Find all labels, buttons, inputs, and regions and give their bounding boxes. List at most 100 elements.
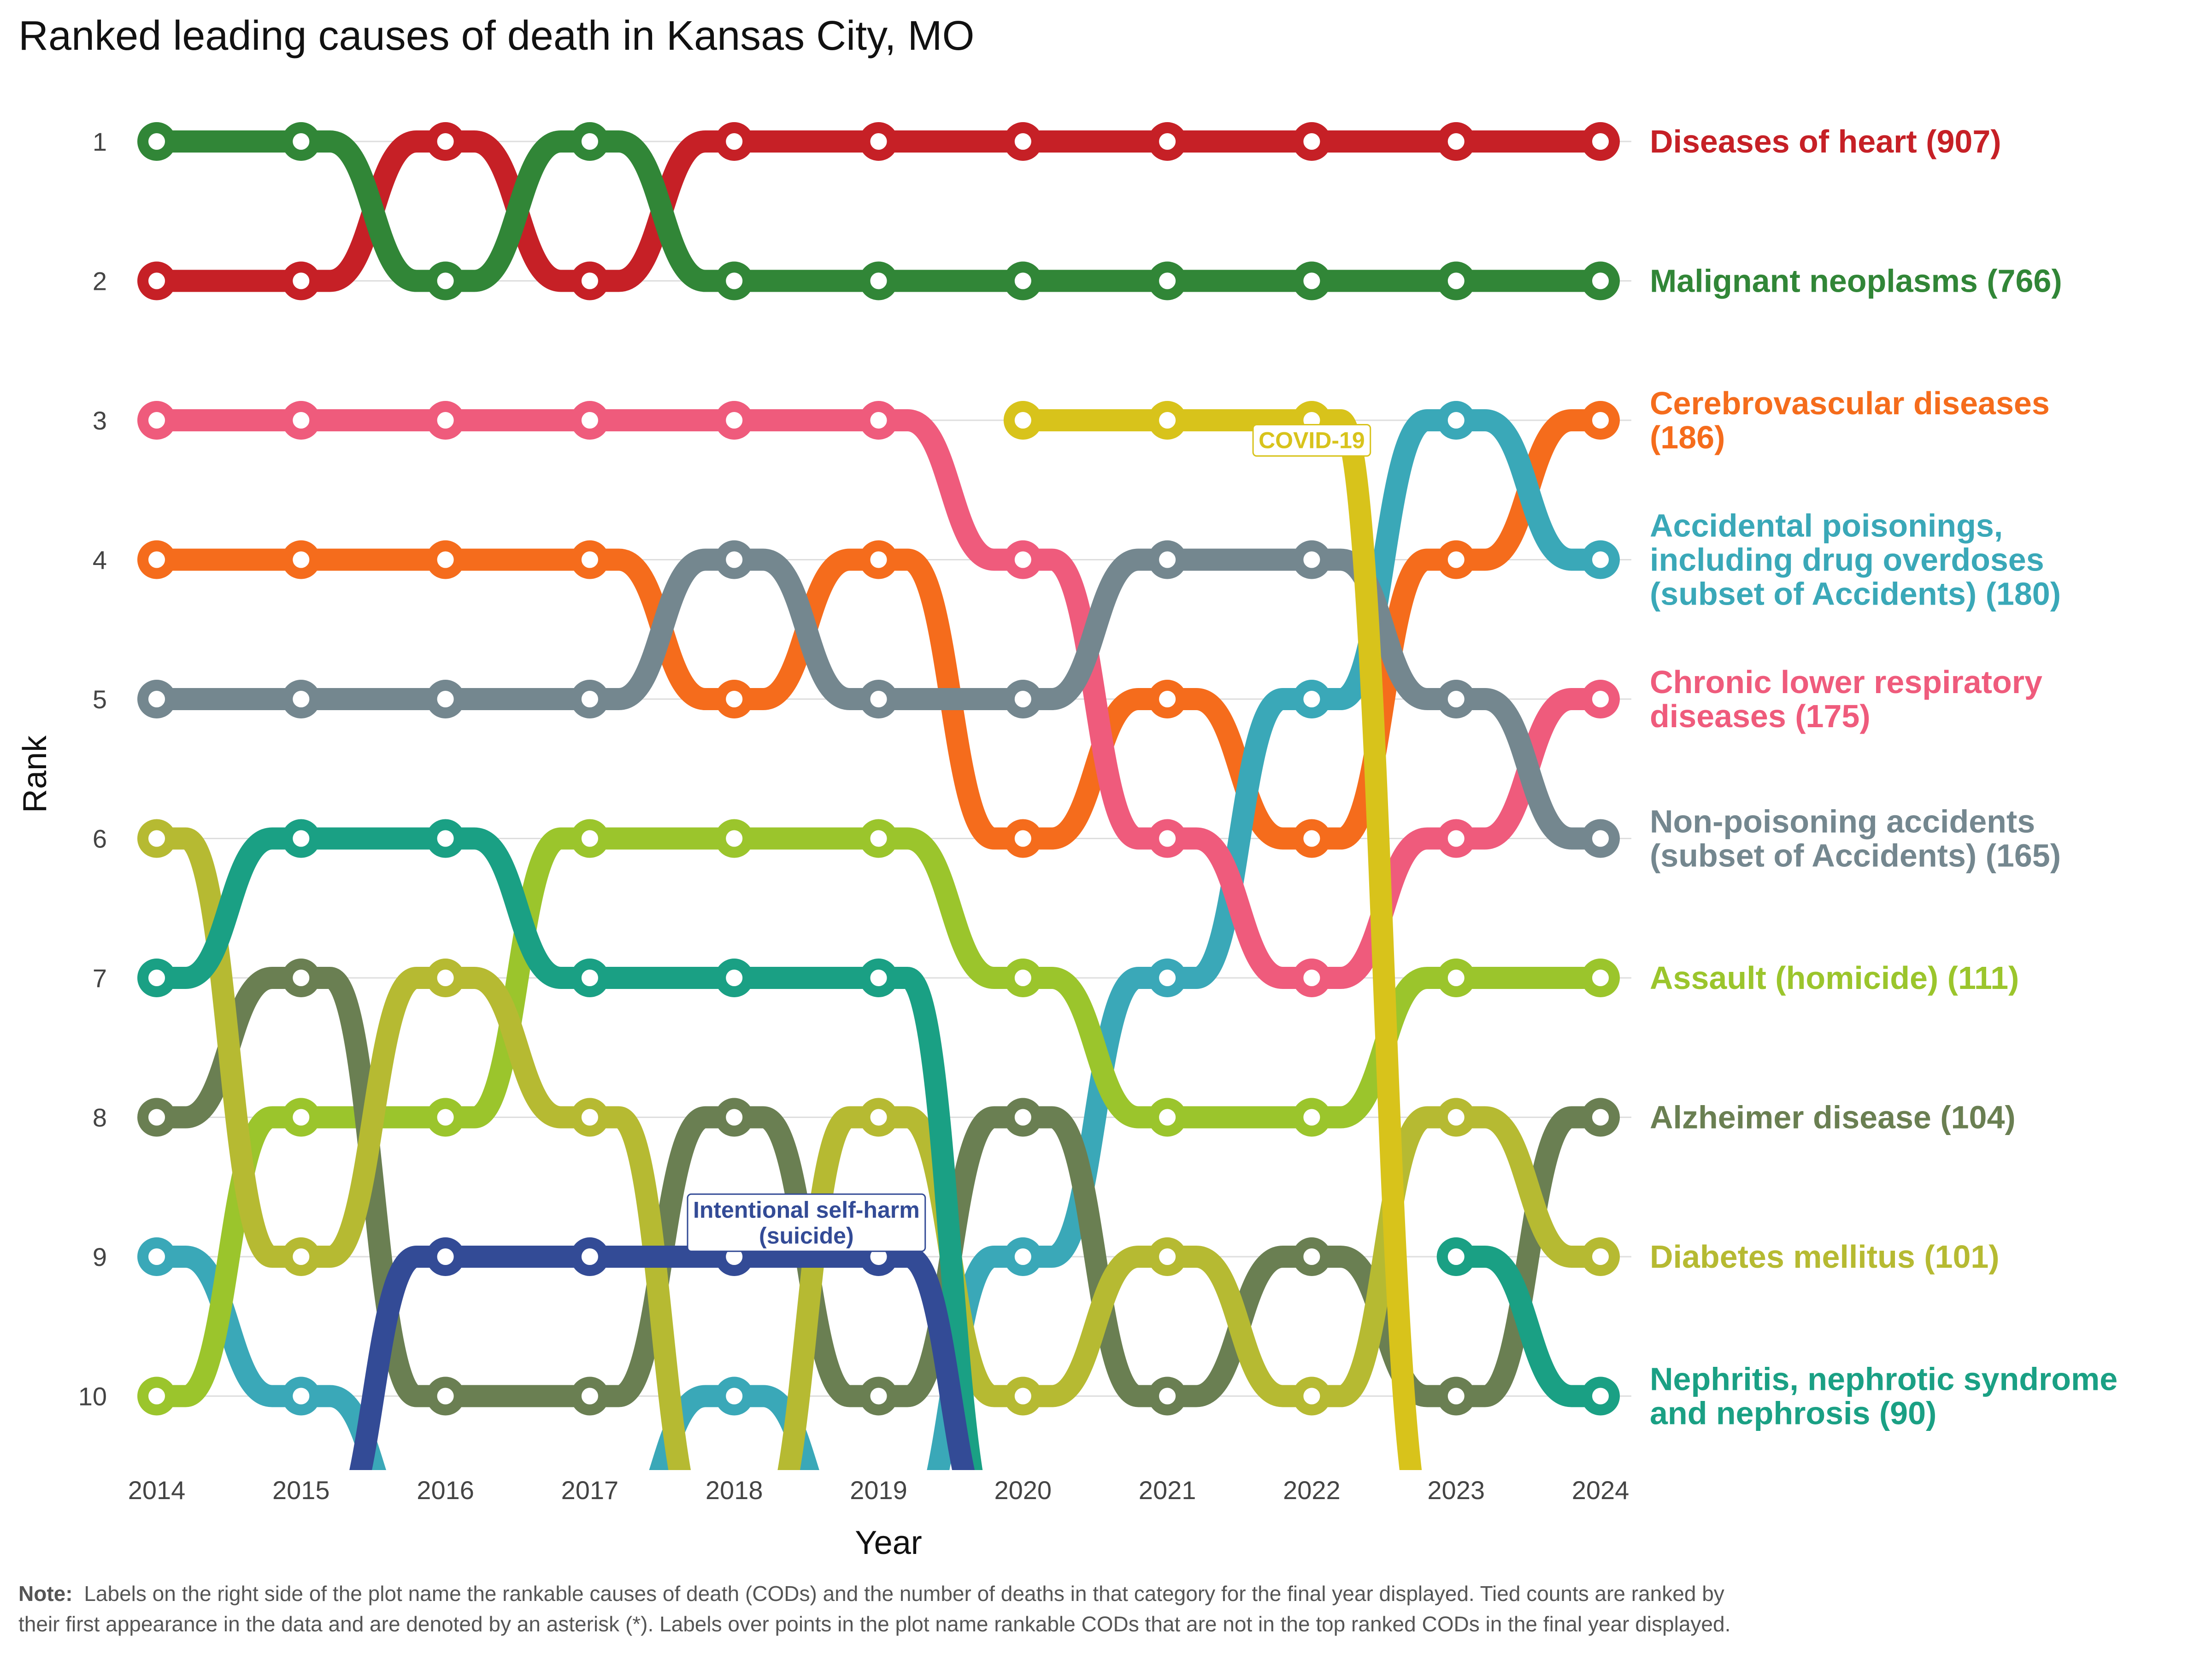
data-point-alzheimer-disease xyxy=(715,1098,754,1137)
end-label-line: Nephritis, nephrotic syndrome xyxy=(1650,1361,2118,1397)
data-point-non-poisoning-accidents-subset-of-accidents xyxy=(859,680,898,718)
data-point-malignant-neoplasms xyxy=(715,261,754,300)
x-axis-ticks: 2014 2015 2016 2017 2018 2019 2020 2021 2022 2023… xyxy=(128,1476,1630,1505)
x-tick-label: 2022 xyxy=(1283,1476,1341,1505)
data-point-non-poisoning-accidents-subset-of-accidents xyxy=(715,540,754,579)
data-point-assault-homicide xyxy=(137,1377,176,1416)
x-tick-label: 2015 xyxy=(272,1476,330,1505)
callout-box xyxy=(687,1193,926,1252)
end-label-chronic-lower-respiratory-diseases: Chronic lower respiratory diseases (175) xyxy=(1650,664,2042,734)
data-point-malignant-neoplasms xyxy=(859,261,898,300)
end-label-non-poisoning-accidents-subset-of-accidents: Non-poisoning accidents (subset of Accide… xyxy=(1650,804,2061,874)
end-label-line: Chronic lower respiratory xyxy=(1650,664,2042,700)
data-point-accidental-poisonings-including-drug-overdoses-subset-of-accidents xyxy=(1581,540,1620,579)
series-points xyxy=(137,122,1620,1416)
data-point-accidental-poisonings-including-drug-overdoses-subset-of-accidents xyxy=(282,1377,321,1416)
callout-line: (suicide) xyxy=(759,1223,854,1248)
data-point-non-poisoning-accidents-subset-of-accidents xyxy=(137,680,176,718)
end-label-nephritis-nephrotic-syndrome-and-nephrosis: Nephritis, nephrotic syndrome and nephros… xyxy=(1650,1361,2118,1431)
data-point-diabetes-mellitus xyxy=(1003,1377,1042,1416)
data-point-chronic-lower-respiratory-diseases xyxy=(570,401,609,440)
callout-intentional-self-harm-suicide: Intentional self-harm (suicide) xyxy=(687,1193,926,1252)
data-point-diabetes-mellitus xyxy=(1436,1098,1476,1137)
data-point-diabetes-mellitus xyxy=(137,819,176,858)
data-point-covid-19 xyxy=(1003,401,1042,440)
data-point-alzheimer-disease xyxy=(1292,1237,1331,1276)
note-bold: Note: xyxy=(18,1582,73,1606)
data-point-cerebrovascular-diseases xyxy=(1436,540,1476,579)
data-point-assault-homicide xyxy=(1581,959,1620,997)
data-point-nephritis-nephrotic-syndrome-and-nephrosis xyxy=(570,959,609,997)
end-label-line: (subset of Accidents) (165) xyxy=(1650,838,2061,874)
data-point-cerebrovascular-diseases xyxy=(1292,819,1331,858)
x-tick-label: 2018 xyxy=(706,1476,763,1505)
data-point-diabetes-mellitus xyxy=(859,1098,898,1137)
callout-box xyxy=(1252,424,1371,457)
data-point-assault-homicide xyxy=(1292,1098,1331,1137)
data-point-diseases-of-heart xyxy=(1581,122,1620,161)
callout-text: Intentional self-harm (suicide) xyxy=(693,1197,920,1248)
data-point-non-poisoning-accidents-subset-of-accidents xyxy=(1003,680,1042,718)
data-point-intentional-self-harm-suicide xyxy=(570,1237,609,1276)
end-label-line: Malignant neoplasms (766) xyxy=(1650,263,2062,299)
data-point-alzheimer-disease xyxy=(137,1098,176,1137)
y-tick-label: 8 xyxy=(93,1103,107,1132)
data-point-cerebrovascular-diseases xyxy=(859,540,898,579)
series-line-cerebrovascular-diseases xyxy=(157,409,1600,850)
x-tick-label: 2014 xyxy=(128,1476,186,1505)
callout-line: Intentional self-harm xyxy=(693,1197,920,1223)
end-label-line: Diabetes mellitus (101) xyxy=(1650,1239,2000,1275)
data-point-diseases-of-heart xyxy=(859,122,898,161)
y-tick-label: 10 xyxy=(78,1382,107,1411)
data-point-assault-homicide xyxy=(1003,959,1042,997)
y-tick-label: 5 xyxy=(93,685,107,714)
end-label-diabetes-mellitus: Diabetes mellitus (101) xyxy=(1650,1239,2000,1275)
data-point-accidental-poisonings-including-drug-overdoses-subset-of-accidents xyxy=(1148,959,1187,997)
end-label-line: and nephrosis (90) xyxy=(1650,1395,1936,1431)
data-point-accidental-poisonings-including-drug-overdoses-subset-of-accidents xyxy=(715,1377,754,1416)
data-point-nephritis-nephrotic-syndrome-and-nephrosis xyxy=(137,959,176,997)
chart-note: Note: Labels on the right side of the pl… xyxy=(18,1582,1730,1636)
data-point-non-poisoning-accidents-subset-of-accidents xyxy=(570,680,609,718)
x-tick-label: 2019 xyxy=(850,1476,907,1505)
data-point-nephritis-nephrotic-syndrome-and-nephrosis xyxy=(715,959,754,997)
data-point-diabetes-mellitus xyxy=(1148,1237,1187,1276)
y-tick-label: 2 xyxy=(93,267,107,296)
data-point-chronic-lower-respiratory-diseases xyxy=(715,401,754,440)
data-point-diseases-of-heart xyxy=(715,122,754,161)
data-point-cerebrovascular-diseases xyxy=(1581,401,1620,440)
data-point-diseases-of-heart xyxy=(137,261,176,300)
data-point-assault-homicide xyxy=(570,819,609,858)
note-line-2: their first appearance in the data and a… xyxy=(18,1612,1730,1636)
data-point-non-poisoning-accidents-subset-of-accidents xyxy=(426,680,465,718)
y-tick-label: 9 xyxy=(93,1242,107,1271)
series-line-nephritis-nephrotic-syndrome-and-nephrosis xyxy=(157,827,983,1470)
series-line-intentional-self-harm-suicide xyxy=(349,1246,975,1470)
data-point-assault-homicide xyxy=(1436,959,1476,997)
end-label-line: Assault (homicide) (111) xyxy=(1650,960,2019,996)
x-tick-label: 2024 xyxy=(1572,1476,1630,1505)
x-tick-label: 2017 xyxy=(561,1476,619,1505)
data-point-chronic-lower-respiratory-diseases xyxy=(1292,959,1331,997)
series-line-chronic-lower-respiratory-diseases xyxy=(157,409,1600,989)
data-point-nephritis-nephrotic-syndrome-and-nephrosis xyxy=(1436,1237,1476,1276)
data-point-diabetes-mellitus xyxy=(1581,1237,1620,1276)
data-point-diabetes-mellitus xyxy=(1292,1377,1331,1416)
y-tick-label: 4 xyxy=(93,546,107,575)
data-point-malignant-neoplasms xyxy=(1003,261,1042,300)
end-label-line: Diseases of heart (907) xyxy=(1650,124,2001,159)
data-point-cerebrovascular-diseases xyxy=(570,540,609,579)
data-point-alzheimer-disease xyxy=(282,959,321,997)
data-point-assault-homicide xyxy=(859,819,898,858)
data-point-alzheimer-disease xyxy=(1003,1098,1042,1137)
data-point-malignant-neoplasms xyxy=(282,122,321,161)
data-point-non-poisoning-accidents-subset-of-accidents xyxy=(1292,540,1331,579)
data-point-diabetes-mellitus xyxy=(570,1098,609,1137)
data-point-malignant-neoplasms xyxy=(1436,261,1476,300)
data-point-malignant-neoplasms xyxy=(1292,261,1331,300)
callouts: Intentional self-harm (suicide) COVID-19 xyxy=(687,424,1371,1252)
data-point-nephritis-nephrotic-syndrome-and-nephrosis xyxy=(282,819,321,858)
data-point-alzheimer-disease xyxy=(570,1377,609,1416)
callout-line: COVID-19 xyxy=(1259,428,1365,453)
y-tick-label: 1 xyxy=(93,127,107,156)
